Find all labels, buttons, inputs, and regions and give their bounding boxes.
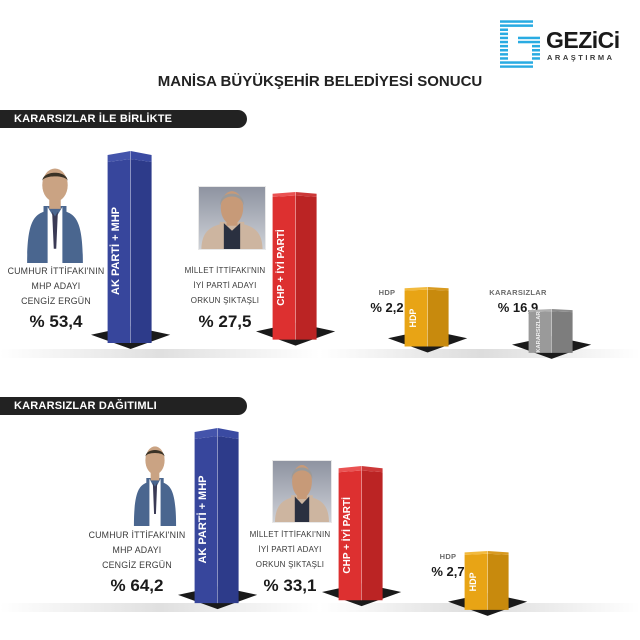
svg-text:ARAŞTIRMA: ARAŞTIRMA	[547, 53, 615, 62]
svg-text:CHP + İYİ PARTİ: CHP + İYİ PARTİ	[274, 229, 287, 306]
svg-text:HDP: HDP	[408, 309, 418, 328]
svg-text:GEZiCi: GEZiCi	[546, 27, 620, 53]
svg-text:HDP: HDP	[468, 572, 478, 591]
svg-text:AK PARTİ + MHP: AK PARTİ + MHP	[109, 207, 122, 295]
svg-text:AK PARTİ + MHP: AK PARTİ + MHP	[196, 475, 209, 563]
svg-text:KARARSIZLAR: KARARSIZLAR	[536, 312, 542, 353]
svg-text:CHP + İYİ PARTİ: CHP + İYİ PARTİ	[340, 497, 353, 574]
